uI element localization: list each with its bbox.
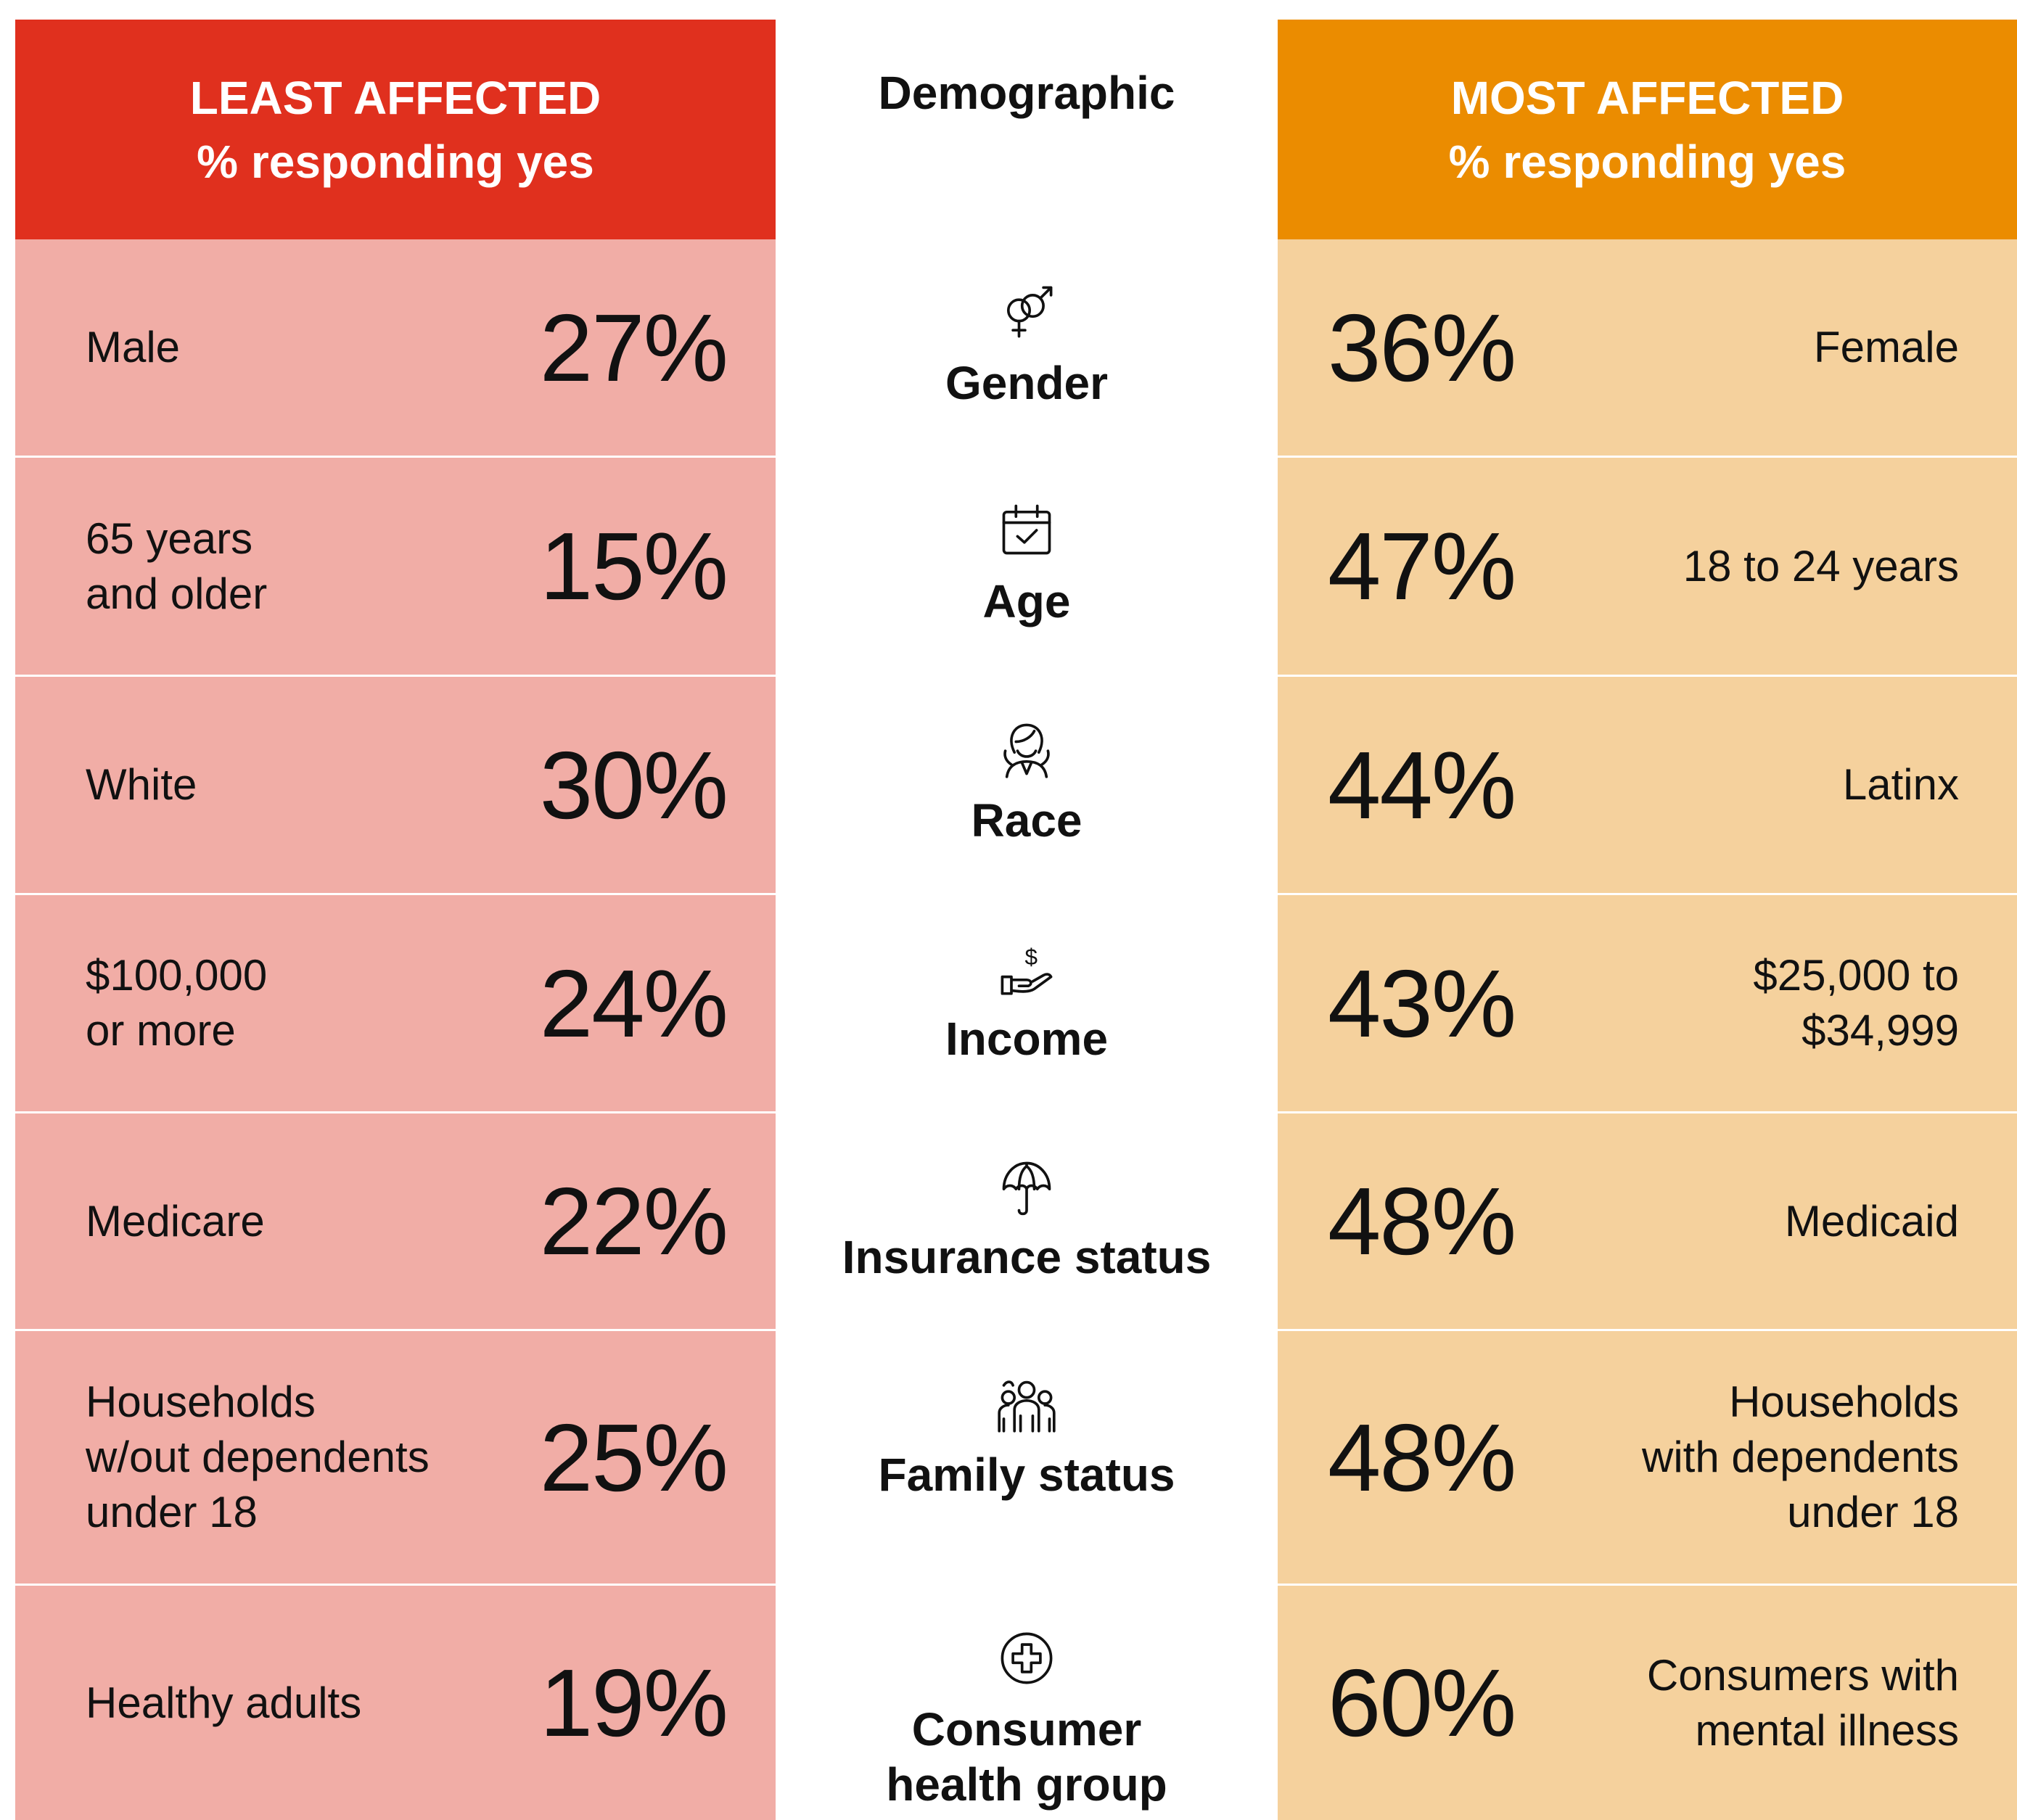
most-value: 36% [1328, 294, 1516, 401]
demographic-label: Income [945, 1013, 1109, 1065]
most-value: 48% [1328, 1168, 1516, 1275]
most-value: 47% [1328, 513, 1516, 619]
least-value: 24% [539, 950, 728, 1057]
icon [1006, 286, 1053, 338]
demographic-label: Age [982, 575, 1071, 627]
demographic-icon [996, 500, 1057, 561]
least-value: 15% [539, 513, 728, 619]
least-group: White [86, 760, 197, 809]
demographic-label: Insurance status [842, 1231, 1212, 1283]
demographic-icon [996, 1373, 1057, 1434]
least-value: 27% [539, 294, 728, 401]
svg-text:$: $ [1025, 944, 1038, 970]
most-subtitle: % responding yes [1448, 135, 1846, 188]
icon [1002, 504, 1051, 555]
most-row-bg [1278, 458, 2017, 675]
icon [1002, 1161, 1051, 1216]
demographic-icon [996, 281, 1057, 342]
most-group: 18 to 24 years [1683, 541, 1959, 590]
most-group: Latinx [1842, 760, 1959, 809]
least-group: $100,000 or more [86, 951, 268, 1055]
least-group: Households w/out dependents under 18 [86, 1378, 430, 1536]
icon [1001, 1632, 1053, 1684]
least-subtitle: % responding yes [197, 135, 594, 188]
least-row-bg [15, 1331, 776, 1584]
most-row-bg [1278, 1113, 2017, 1329]
least-group: 65 years and older [86, 514, 268, 618]
most-row-bg [1278, 677, 2017, 893]
least-value: 19% [539, 1650, 728, 1756]
least-row-bg [15, 239, 776, 456]
most-group: Households with dependents under 18 [1642, 1378, 1959, 1536]
most-group: Medicaid [1784, 1196, 1959, 1245]
least-group: Medicare [86, 1196, 265, 1245]
most-group: Consumers with mental illness [1646, 1650, 1959, 1755]
demographic-header: Demographic [878, 67, 1175, 119]
most-row-bg [1278, 1586, 2017, 1820]
icon: $ [1001, 944, 1053, 995]
least-group: Male [86, 323, 181, 371]
most-row-bg [1278, 895, 2017, 1111]
demographic-icon [996, 1628, 1057, 1689]
demographic-icon [996, 719, 1057, 780]
most-group: Female [1813, 323, 1959, 371]
icon [998, 1380, 1056, 1433]
demographic-label: Race [971, 794, 1083, 847]
demographic-label: Consumer health group [886, 1703, 1167, 1811]
least-value: 25% [539, 1404, 728, 1511]
most-value: 44% [1328, 731, 1516, 839]
least-header: LEAST AFFECTED % responding yes [15, 20, 776, 239]
most-header: MOST AFFECTED % responding yes [1278, 20, 2017, 239]
least-title: LEAST AFFECTED [189, 71, 601, 124]
least-value: 22% [539, 1168, 728, 1275]
most-title: MOST AFFECTED [1450, 71, 1844, 124]
most-group: $25,000 to $34,999 [1753, 951, 1959, 1055]
demographic-label: Family status [878, 1449, 1175, 1501]
least-row-bg [15, 458, 776, 675]
demographic-icon: $ [996, 937, 1057, 998]
least-group: Healthy adults [86, 1678, 362, 1727]
most-value: 43% [1328, 950, 1516, 1057]
demographic-label: Gender [945, 357, 1109, 409]
most-value: 48% [1328, 1404, 1516, 1511]
least-row-bg [15, 677, 776, 893]
most-row-bg [1278, 239, 2017, 456]
least-row-bg [15, 1113, 776, 1329]
most-value: 60% [1328, 1650, 1516, 1756]
icon [1003, 723, 1050, 778]
most-row-bg [1278, 1331, 2017, 1584]
demographic-icon [996, 1156, 1057, 1216]
least-row-bg [15, 895, 776, 1111]
least-value: 30% [539, 731, 728, 839]
least-row-bg [15, 1586, 776, 1820]
